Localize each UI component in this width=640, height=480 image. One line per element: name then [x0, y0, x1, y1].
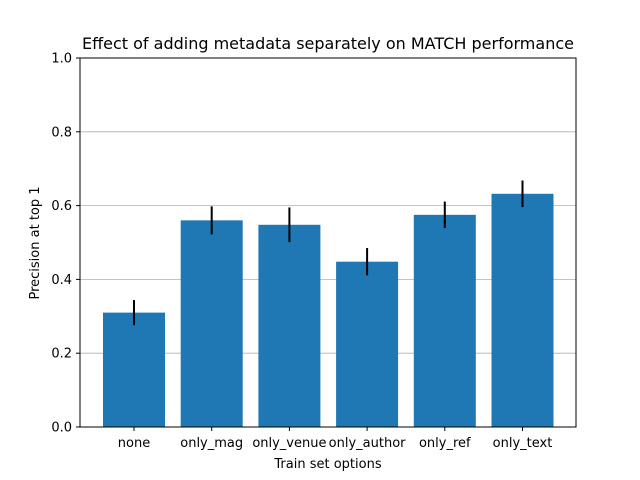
- x-axis-ticks: none only_mag only_venue only_author only_re…: [118, 427, 553, 451]
- bar-only-author: [336, 261, 399, 427]
- bar-none: [103, 312, 165, 427]
- chart-title: Effect of adding metadata separately on …: [82, 34, 574, 53]
- y-tick-label: 0.8: [51, 125, 72, 140]
- bar-only-mag: [180, 220, 243, 427]
- bar-only-venue: [258, 224, 321, 427]
- y-tick-label: 0.6: [51, 199, 72, 214]
- bars: [103, 193, 554, 427]
- y-tick-label: 0.2: [51, 347, 72, 362]
- x-axis-label: Train set options: [273, 457, 381, 472]
- bar-only-ref: [413, 214, 476, 427]
- x-tick-label: only_mag: [180, 436, 243, 451]
- axes-frame: [79, 57, 577, 428]
- bar-only-text: [491, 193, 554, 427]
- y-axis-label: Precision at top 1: [28, 186, 43, 299]
- y-tick-label: 0.0: [51, 421, 72, 436]
- x-tick-label: none: [118, 436, 150, 451]
- y-tick-label: 0.4: [51, 273, 72, 288]
- y-tick-label: 1.0: [51, 52, 72, 67]
- x-tick-label: only_venue: [252, 436, 326, 451]
- x-tick-label: only_ref: [419, 436, 471, 451]
- x-tick-label: only_text: [493, 436, 553, 451]
- x-tick-label: only_author: [329, 436, 406, 451]
- y-axis-ticks: 0.0 0.2 0.4 0.6 0.8 1.0: [51, 52, 80, 436]
- error-bars: [133, 180, 524, 326]
